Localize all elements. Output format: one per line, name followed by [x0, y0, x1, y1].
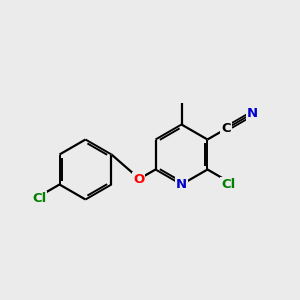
Text: Cl: Cl — [32, 192, 46, 205]
Text: Cl: Cl — [221, 178, 236, 191]
Text: O: O — [133, 173, 144, 186]
Text: N: N — [247, 107, 258, 120]
Text: N: N — [176, 178, 187, 191]
Text: C: C — [221, 122, 231, 135]
